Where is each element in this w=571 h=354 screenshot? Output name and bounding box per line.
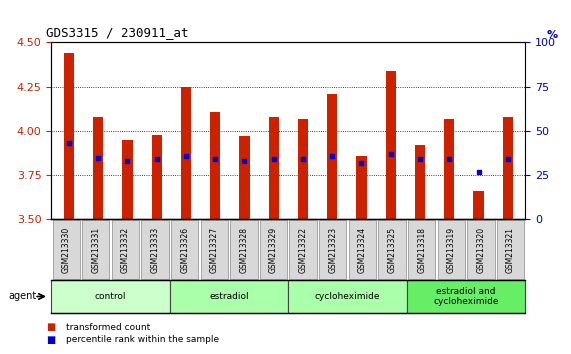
Bar: [502, 117, 513, 219]
Bar: [210, 112, 220, 219]
Text: GSM213323: GSM213323: [328, 227, 337, 273]
Text: estradiol: estradiol: [210, 292, 249, 301]
Text: GSM213324: GSM213324: [358, 227, 367, 273]
Text: agent: agent: [9, 291, 37, 302]
Text: cycloheximide: cycloheximide: [315, 292, 380, 301]
Text: control: control: [95, 292, 126, 301]
Bar: [268, 117, 279, 219]
Text: GSM213329: GSM213329: [269, 227, 278, 273]
Text: GSM213318: GSM213318: [417, 227, 426, 273]
Bar: [473, 191, 484, 219]
Bar: [385, 71, 396, 219]
Bar: [415, 145, 425, 219]
Bar: [327, 94, 337, 219]
Text: GSM213325: GSM213325: [388, 227, 396, 273]
Text: GSM213333: GSM213333: [151, 227, 159, 273]
Text: %: %: [546, 30, 558, 40]
Text: GSM213330: GSM213330: [62, 227, 71, 273]
Bar: [151, 135, 162, 219]
Bar: [356, 156, 367, 219]
Bar: [444, 119, 455, 219]
Bar: [181, 87, 191, 219]
Text: GSM213321: GSM213321: [506, 227, 515, 273]
Text: GSM213327: GSM213327: [210, 227, 219, 273]
Text: GSM213326: GSM213326: [180, 227, 189, 273]
Text: ■: ■: [46, 322, 55, 332]
Text: GSM213319: GSM213319: [447, 227, 456, 273]
Bar: [239, 136, 250, 219]
Text: GSM213328: GSM213328: [239, 227, 248, 273]
Bar: [298, 119, 308, 219]
Text: GSM213322: GSM213322: [299, 227, 308, 273]
Text: estradiol and
cycloheximide: estradiol and cycloheximide: [433, 287, 499, 306]
Text: ■: ■: [46, 335, 55, 345]
Text: GSM213320: GSM213320: [476, 227, 485, 273]
Text: percentile rank within the sample: percentile rank within the sample: [66, 335, 219, 344]
Bar: [122, 140, 132, 219]
Text: transformed count: transformed count: [66, 323, 150, 332]
Bar: [93, 117, 103, 219]
Text: GSM213331: GSM213331: [91, 227, 100, 273]
Bar: [64, 53, 74, 219]
Text: GSM213332: GSM213332: [121, 227, 130, 273]
Text: GDS3315 / 230911_at: GDS3315 / 230911_at: [46, 26, 188, 39]
